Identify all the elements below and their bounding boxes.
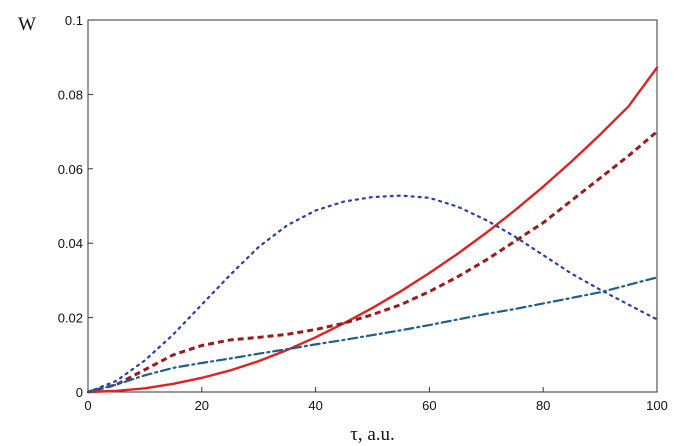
- y-tick-marks: [88, 19, 93, 393]
- series-line-3-dotted: [86, 194, 659, 394]
- x-tick-label: 0: [84, 398, 91, 413]
- y-axis-title: W: [18, 14, 36, 35]
- x-tick-label: 80: [536, 398, 550, 413]
- x-tick-marks: [87, 387, 658, 392]
- y-tick-label: 0.08: [58, 87, 83, 102]
- series-line-4-dashdot: [86, 276, 659, 394]
- y-tick-labels: 0 0.02 0.04 0.06 0.08 0.1: [58, 13, 83, 400]
- y-tick-label: 0.1: [65, 13, 83, 28]
- plot-frame: [87, 19, 658, 393]
- y-tick-label: 0.06: [58, 162, 83, 177]
- series-group: [86, 66, 659, 394]
- x-axis-title: τ, a.u.: [350, 424, 395, 445]
- x-tick-labels: 0 20 40 60 80 100: [84, 398, 667, 413]
- y-tick-label: 0.04: [58, 236, 83, 251]
- x-tick-label: 20: [195, 398, 209, 413]
- x-tick-label: 100: [646, 398, 668, 413]
- series-line-2-dashed: [87, 130, 658, 394]
- series-line-1-solid: [86, 66, 659, 394]
- x-tick-label: 40: [308, 398, 322, 413]
- x-tick-label: 60: [422, 398, 436, 413]
- y-tick-label: 0.02: [58, 311, 83, 326]
- y-tick-label: 0: [76, 385, 83, 400]
